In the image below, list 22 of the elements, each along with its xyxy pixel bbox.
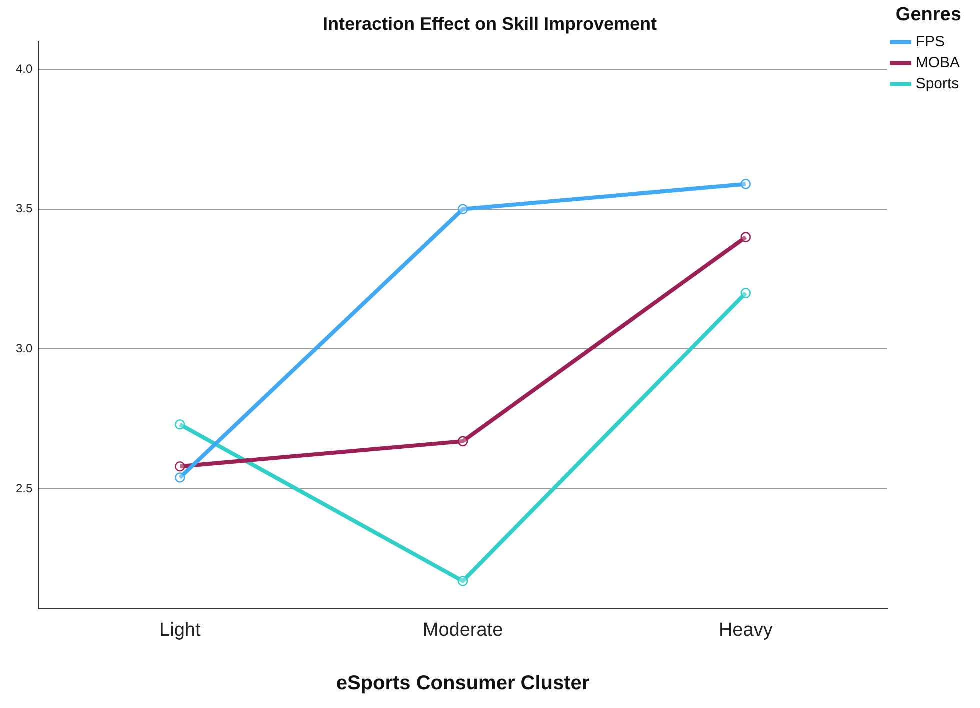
point bbox=[740, 232, 752, 242]
x-tick-label: Moderate bbox=[422, 620, 504, 641]
legend-label: FPS bbox=[916, 33, 946, 50]
chart-title: Interaction Effect on Skill Improvement bbox=[322, 14, 658, 34]
point bbox=[740, 179, 752, 190]
x-tick-label: Heavy bbox=[718, 620, 774, 641]
legend-label: Sports bbox=[916, 75, 960, 92]
y-tick-label: 2.5 bbox=[16, 481, 33, 496]
point bbox=[174, 472, 186, 483]
point bbox=[458, 204, 468, 215]
point bbox=[174, 461, 186, 472]
legend-title: Genres bbox=[896, 4, 962, 26]
y-tick-label: 3.0 bbox=[16, 341, 33, 356]
x-tick-label: Light bbox=[160, 620, 202, 641]
point bbox=[174, 420, 186, 430]
point bbox=[740, 288, 752, 298]
point bbox=[458, 436, 468, 447]
y-tick-label: 3.5 bbox=[16, 202, 33, 216]
x-axis-title: eSports Consumer Cluster bbox=[336, 672, 590, 695]
y-tick-label: 4.0 bbox=[16, 62, 33, 76]
point bbox=[458, 576, 468, 586]
legend-label: MOBA bbox=[916, 54, 960, 72]
